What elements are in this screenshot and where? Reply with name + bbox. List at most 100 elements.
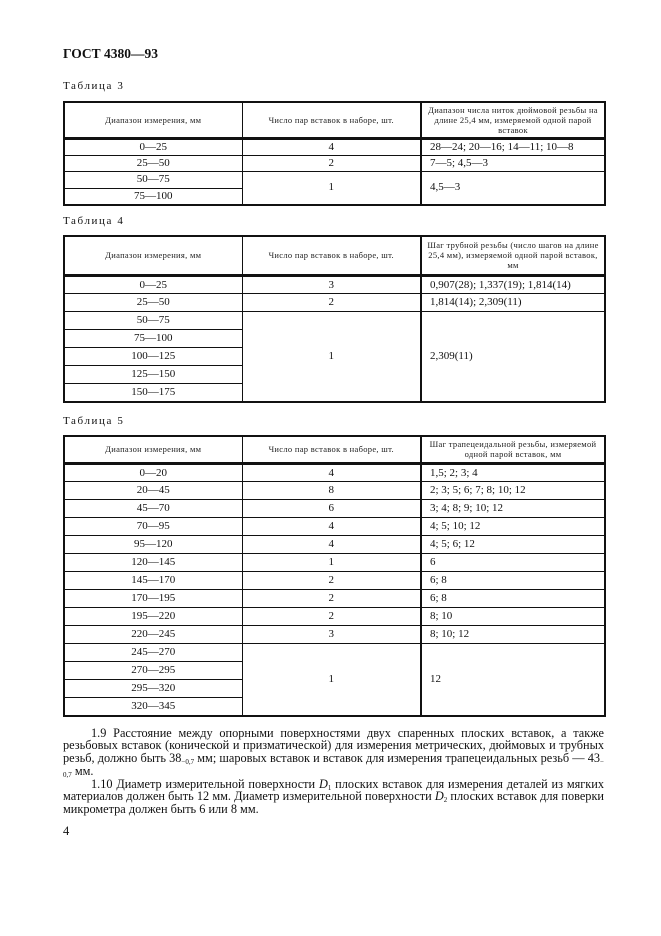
range-cell: 220—245 bbox=[63, 625, 243, 644]
range-cell: 75—100 bbox=[63, 329, 243, 348]
count-cell: 4 bbox=[241, 463, 422, 482]
values-cell: 6; 8 bbox=[420, 589, 606, 608]
range-cell: 0—20 bbox=[63, 463, 243, 482]
range-cell: 0—25 bbox=[63, 275, 243, 294]
tolerance: − 0,7 bbox=[63, 758, 604, 779]
values-cell: 6 bbox=[420, 553, 606, 572]
column-header: Диапазон измерения, мм bbox=[63, 235, 243, 277]
range-cell: 50—75 bbox=[63, 311, 243, 330]
table-5: Диапазон измерения, мм Число пар вставок … bbox=[63, 434, 606, 717]
column-header: Число пар вставок в наборе, шт. bbox=[241, 235, 422, 277]
paragraph-1-9: 1.9 Расстояние между опорными поверхност… bbox=[63, 725, 604, 779]
column-header: Шаг трубной резьбы (число шагов на длине… bbox=[420, 235, 606, 277]
range-cell: 25—50 bbox=[63, 154, 243, 172]
range-cell: 145—170 bbox=[63, 571, 243, 590]
count-cell: 3 bbox=[241, 275, 422, 294]
values-cell: 4; 5; 6; 12 bbox=[420, 535, 606, 554]
values-cell: 12 bbox=[420, 643, 606, 716]
table-row: 150—175 bbox=[63, 383, 605, 402]
range-cell: 45—70 bbox=[63, 499, 243, 518]
table-row: 20—45 8 2; 3; 5; 6; 7; 8; 10; 12 bbox=[63, 481, 606, 500]
count-cell: 1 bbox=[241, 643, 422, 716]
table-row: 0—20 4 1,5; 2; 3; 4 bbox=[63, 463, 606, 482]
table-row: 320—345 bbox=[63, 697, 605, 716]
count-cell: 1 bbox=[241, 171, 422, 205]
range-cell: 50—75 bbox=[63, 171, 243, 189]
range-cell: 75—100 bbox=[63, 187, 243, 205]
range-cell: 70—95 bbox=[63, 517, 243, 536]
tolerance: −0,7 bbox=[181, 758, 195, 767]
values-cell: 2,309(11) bbox=[420, 311, 606, 402]
table-header-row: Диапазон измерения, мм Число пар вставок … bbox=[63, 101, 606, 140]
column-header: Диапазон числа ниток дюймовой резьбы на … bbox=[420, 101, 606, 140]
table-5-label: Таблица 5 bbox=[63, 414, 125, 427]
count-cell: 8 bbox=[241, 481, 422, 500]
count-cell: 4 bbox=[241, 535, 422, 554]
table-row: 0—25 4 28—24; 20—16; 14—11; 10—8 bbox=[63, 138, 606, 156]
paragraph-1-10: 1.10 Диаметр измерительной поверхности D… bbox=[63, 776, 604, 817]
count-cell: 4 bbox=[241, 138, 422, 156]
count-cell: 2 bbox=[241, 589, 422, 608]
table-3-label: Таблица 3 bbox=[63, 80, 125, 92]
column-header: Диапазон измерения, мм bbox=[63, 101, 243, 140]
values-cell: 3; 4; 8; 9; 10; 12 bbox=[420, 499, 606, 518]
range-cell: 295—320 bbox=[63, 679, 243, 698]
table-row: 0—25 3 0,907(28); 1,337(19); 1,814(14) bbox=[63, 275, 606, 294]
text: 1.10 Диаметр измерительной поверхности bbox=[91, 776, 319, 791]
values-cell: 8; 10 bbox=[420, 607, 606, 626]
table-row: 25—50 2 1,814(14); 2,309(11) bbox=[63, 293, 606, 312]
text: 1.9 Расстояние между опорными поверхност… bbox=[63, 725, 604, 766]
range-cell: 20—45 bbox=[63, 481, 243, 500]
table-4: Диапазон измерения, мм Число пар вставок … bbox=[63, 234, 606, 403]
values-cell: 7—5; 4,5—3 bbox=[420, 154, 606, 172]
body-text: 1.9 Расстояние между опорными поверхност… bbox=[63, 725, 604, 817]
table-row: 75—100 bbox=[63, 187, 605, 205]
column-header: Шаг трапецеидальной резьбы, измеряемой о… bbox=[420, 435, 606, 465]
column-header: Число пар вставок в наборе, шт. bbox=[241, 101, 422, 140]
range-cell: 100—125 bbox=[63, 347, 243, 366]
table-4-label: Таблица 4 bbox=[63, 214, 125, 227]
table-row: 220—245 3 8; 10; 12 bbox=[63, 625, 606, 644]
table-row: 50—75 1 4,5—3 bbox=[63, 171, 606, 205]
count-cell: 2 bbox=[241, 607, 422, 626]
range-cell: 245—270 bbox=[63, 643, 243, 662]
values-cell: 1,5; 2; 3; 4 bbox=[420, 463, 606, 482]
table-row: 45—70 6 3; 4; 8; 9; 10; 12 bbox=[63, 499, 606, 518]
table-row: 50—75 1 2,309(11) bbox=[63, 311, 606, 402]
table-header-row: Диапазон измерения, мм Число пар вставок … bbox=[63, 235, 606, 277]
range-cell: 95—120 bbox=[63, 535, 243, 554]
table-row: 170—195 2 6; 8 bbox=[63, 589, 606, 608]
range-cell: 120—145 bbox=[63, 553, 243, 572]
table-row: 70—95 4 4; 5; 10; 12 bbox=[63, 517, 606, 536]
count-cell: 3 bbox=[241, 625, 422, 644]
table-3: Диапазон измерения, мм Число пар вставок … bbox=[63, 101, 606, 206]
page-column: ГОСТ 4380—93 Таблица 3 Диапазон измерени… bbox=[63, 46, 606, 838]
range-cell: 125—150 bbox=[63, 365, 243, 384]
values-cell: 0,907(28); 1,337(19); 1,814(14) bbox=[420, 275, 606, 294]
document-header: ГОСТ 4380—93 bbox=[63, 46, 159, 61]
symbol: D bbox=[318, 776, 328, 791]
table-row: 245—270 1 12 bbox=[63, 643, 606, 716]
table-row: 145—170 2 6; 8 bbox=[63, 571, 606, 590]
range-cell: 195—220 bbox=[63, 607, 243, 626]
values-cell: 4,5—3 bbox=[420, 171, 606, 205]
text: мм. bbox=[71, 763, 94, 778]
range-cell: 0—25 bbox=[63, 138, 243, 156]
text: плоских вставок для поверки микрометра д… bbox=[63, 789, 604, 817]
table-row: 25—50 2 7—5; 4,5—3 bbox=[63, 154, 606, 172]
values-cell: 28—24; 20—16; 14—11; 10—8 bbox=[420, 138, 606, 156]
table-header-row: Диапазон измерения, мм Число пар вставок … bbox=[63, 435, 606, 465]
range-cell: 320—345 bbox=[63, 697, 243, 716]
count-cell: 4 bbox=[241, 517, 422, 536]
symbol: D bbox=[434, 789, 444, 804]
range-cell: 270—295 bbox=[63, 661, 243, 680]
subscript: 1 bbox=[327, 783, 332, 792]
range-cell: 25—50 bbox=[63, 293, 243, 312]
text: плоских вставок для измерения деталей из… bbox=[63, 776, 604, 804]
column-header: Диапазон измерения, мм bbox=[63, 435, 243, 465]
values-cell: 6; 8 bbox=[420, 571, 606, 590]
count-cell: 6 bbox=[241, 499, 422, 518]
text: мм; шаровых вставок и вставок для измере… bbox=[194, 751, 601, 766]
count-cell: 1 bbox=[241, 311, 422, 402]
range-cell: 150—175 bbox=[63, 383, 243, 402]
